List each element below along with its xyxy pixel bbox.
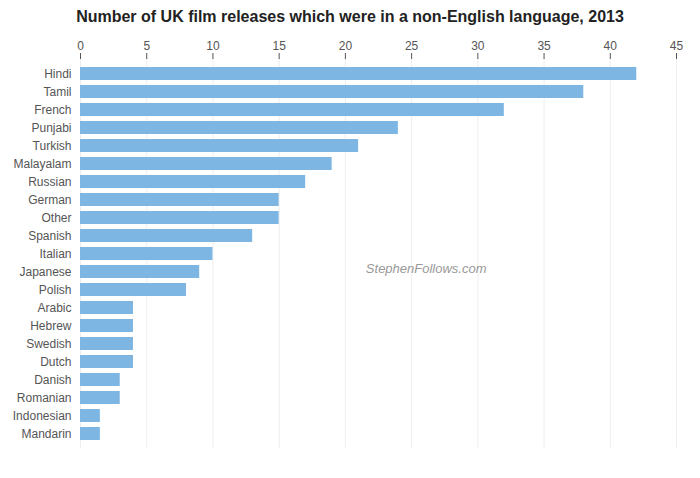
svg-text:Japanese: Japanese — [19, 265, 71, 279]
svg-text:German: German — [28, 193, 71, 207]
svg-text:StephenFollows.com: StephenFollows.com — [366, 261, 487, 276]
svg-text:Hebrew: Hebrew — [30, 319, 72, 333]
svg-text:5: 5 — [143, 39, 150, 53]
svg-text:Romanian: Romanian — [17, 391, 72, 405]
svg-text:Danish: Danish — [34, 373, 71, 387]
svg-text:30: 30 — [471, 39, 485, 53]
svg-text:20: 20 — [339, 39, 353, 53]
svg-text:40: 40 — [604, 39, 618, 53]
svg-text:Malayalam: Malayalam — [13, 157, 71, 171]
svg-text:10: 10 — [206, 39, 220, 53]
svg-text:French: French — [34, 103, 71, 117]
svg-text:Russian: Russian — [28, 175, 71, 189]
svg-text:Arabic: Arabic — [37, 301, 71, 315]
svg-text:Italian: Italian — [39, 247, 71, 261]
svg-text:35: 35 — [537, 39, 551, 53]
html-text:Number of UK film releases whi: Number of UK film releases which were in… — [76, 8, 624, 25]
svg-text:0: 0 — [77, 39, 84, 53]
svg-text:Polish: Polish — [39, 283, 72, 297]
svg-text:Turkish: Turkish — [33, 139, 72, 153]
svg-text:Tamil: Tamil — [43, 85, 71, 99]
svg-text:Other: Other — [41, 211, 71, 225]
svg-text:Dutch: Dutch — [40, 355, 71, 369]
svg-text:Spanish: Spanish — [28, 229, 71, 243]
svg-text:15: 15 — [272, 39, 286, 53]
svg-text:Punjabi: Punjabi — [31, 121, 71, 135]
svg-text:45: 45 — [670, 39, 684, 53]
svg-text:Swedish: Swedish — [26, 337, 71, 351]
svg-text:Indonesian: Indonesian — [13, 409, 72, 423]
svg-text:25: 25 — [405, 39, 419, 53]
svg-text:Mandarin: Mandarin — [21, 427, 71, 441]
svg-text:Hindi: Hindi — [44, 67, 71, 81]
